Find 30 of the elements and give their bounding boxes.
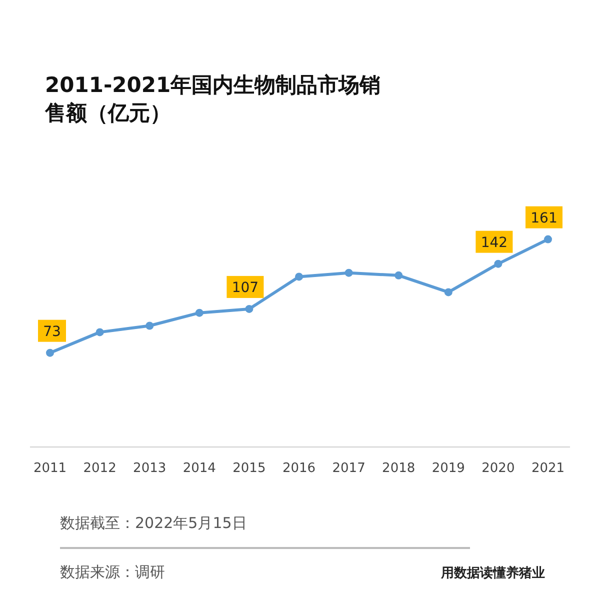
- data-label: 73: [43, 324, 61, 340]
- x-tick-label: 2020: [482, 461, 515, 476]
- point: [544, 235, 552, 244]
- x-tick-label: 2015: [232, 461, 266, 476]
- point: [245, 304, 254, 313]
- point: [295, 272, 303, 281]
- point: [146, 322, 154, 330]
- text: 数据截至：2022年5月15日: [60, 514, 247, 532]
- point: [394, 271, 403, 280]
- x-tick-label: 2017: [332, 461, 366, 476]
- x-tick-label: 2018: [382, 461, 416, 476]
- point: [96, 328, 104, 336]
- point: [195, 308, 204, 317]
- data-label: 161: [530, 210, 558, 226]
- point: [494, 260, 502, 268]
- x-tick-label: 2013: [133, 461, 166, 476]
- data-label: 107: [232, 280, 259, 296]
- point: [444, 288, 452, 296]
- text: 用数据读懂养猪业: [440, 565, 545, 581]
- data-label: 142: [480, 234, 508, 251]
- chart-title: 2011-2021年国内生物制品市场销售额（亿元）: [44, 73, 381, 125]
- point: [46, 348, 54, 357]
- x-tick-label: 2014: [182, 461, 216, 476]
- x-tick-label: 2012: [83, 461, 116, 476]
- x-tick-label: 2021: [531, 461, 565, 476]
- source-note: 数据来源：调研: [60, 563, 165, 581]
- x-tick-label: 2019: [432, 461, 465, 476]
- x-tick-label: 2016: [282, 461, 316, 476]
- x-tick-label: 2011: [33, 461, 67, 476]
- point: [344, 268, 353, 277]
